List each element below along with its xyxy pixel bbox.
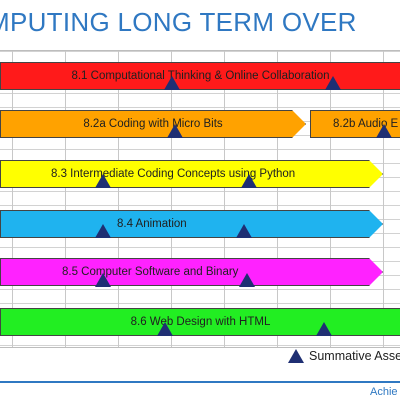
legend-assessment-icon (288, 349, 304, 363)
unit-bar-8-5: 8.5 Computer Software and Binary (0, 258, 383, 286)
assessment-marker-icon (167, 124, 183, 138)
unit-label-8-5: 8.5 Computer Software and Binary (62, 266, 239, 278)
assessment-marker-icon (157, 322, 173, 336)
assessment-marker-icon (239, 273, 255, 287)
unit-label-8-1: 8.1 Computational Thinking & Online Coll… (71, 70, 330, 82)
unit-label-8-3: 8.3 Intermediate Coding Concepts using P… (51, 168, 296, 180)
unit-bar-8-3: 8.3 Intermediate Coding Concepts using P… (0, 160, 383, 188)
footer-divider (0, 381, 400, 383)
unit-bar-8-6: 8.6 Web Design with HTML (0, 308, 400, 336)
assessment-marker-icon (325, 76, 341, 90)
assessment-marker-icon (236, 224, 252, 238)
timeline-grid (0, 50, 400, 348)
page-title: MPUTING LONG TERM OVER (0, 7, 357, 37)
unit-label-8-2a: 8.2a Coding with Micro Bits (83, 118, 223, 130)
footer-text: Achie (370, 386, 398, 398)
assessment-marker-icon (95, 273, 111, 287)
assessment-marker-icon (376, 124, 392, 138)
unit-bar-8-4: 8.4 Animation (0, 210, 383, 238)
assessment-marker-icon (95, 224, 111, 238)
unit-label-8-4: 8.4 Animation (117, 218, 187, 230)
legend-label: Summative Asses (309, 349, 400, 363)
assessment-marker-icon (95, 174, 111, 188)
assessment-marker-icon (241, 174, 257, 188)
assessment-marker-icon (316, 322, 332, 336)
unit-label-8-6: 8.6 Web Design with HTML (130, 316, 271, 328)
unit-bar-8-2a: 8.2a Coding with Micro Bits (0, 110, 306, 138)
assessment-marker-icon (164, 76, 180, 90)
